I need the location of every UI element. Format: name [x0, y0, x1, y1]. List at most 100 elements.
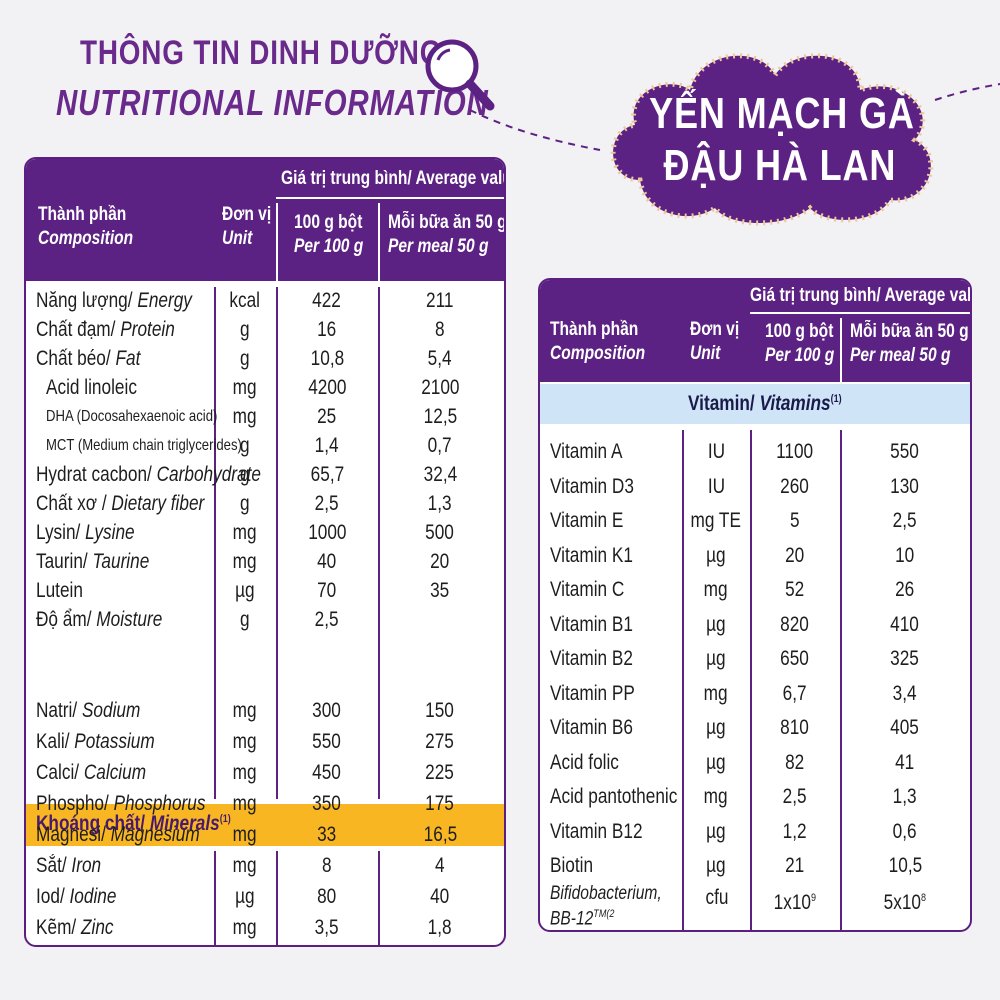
row-per100: 2,5 [315, 608, 339, 631]
row-per-meal: 225 [425, 761, 455, 784]
row-name: DHA (Docosahexaenoic acid) [46, 408, 218, 425]
row-unit: mg TE [690, 509, 742, 532]
row-unit: mg [233, 550, 257, 573]
row-per100: 1100 [776, 440, 814, 463]
column-divider [214, 851, 216, 945]
row-per100: 4200 [307, 376, 347, 399]
row-name: Vitamin PP [550, 681, 635, 705]
column-divider [840, 430, 842, 930]
row-name: Chất béo/ Fat [36, 347, 141, 370]
row-unit: g [240, 434, 250, 457]
row-per100: 3,5 [315, 916, 339, 939]
row-per-meal: 150 [425, 699, 455, 722]
row-per-meal: 1,8 [428, 916, 452, 939]
row-per100: 820 [780, 612, 810, 636]
row-per-meal: 2100 [420, 376, 460, 399]
row-name: Vitamin K1 [550, 543, 633, 567]
row-per100: 2,5 [783, 785, 807, 808]
unit-header: Đơn vị Unit [690, 319, 740, 364]
row-name: Vitamin B2 [550, 647, 633, 670]
header-divider [750, 312, 970, 314]
row-per-meal: 4 [435, 854, 445, 877]
header-col-divider [276, 203, 278, 281]
row-unit: mg [233, 854, 257, 877]
vitamins-section-header: Vitamin/ Vitamins(1) [540, 384, 970, 424]
row-name: Taurin/ Taurine [36, 550, 150, 573]
row-unit: µg [706, 543, 726, 567]
row-per100: 810 [780, 716, 810, 739]
row-name: Iod/ Iodine [36, 885, 117, 908]
unit-header: Đơn vị Unit [222, 204, 272, 249]
row-per100: 1,2 [783, 819, 807, 843]
row-name: Sắt/ Iron [36, 854, 102, 877]
row-per100: 450 [312, 761, 342, 784]
row-per-meal: 211 [426, 289, 454, 312]
row-per-meal: 275 [425, 730, 455, 753]
column-divider [750, 430, 752, 930]
row-per100: 8 [322, 854, 332, 877]
row-unit: cfu [705, 886, 729, 909]
row-unit: g [240, 347, 250, 370]
row-per100: 650 [780, 647, 810, 670]
row-unit: µg [706, 716, 726, 739]
column-divider [276, 287, 278, 799]
row-name: Vitamin B6 [550, 716, 633, 739]
row-per-meal: 40 [430, 885, 450, 908]
row-per100: 6,7 [783, 681, 807, 705]
row-per100: 550 [312, 730, 342, 753]
column-divider [378, 287, 380, 799]
row-name: Calci/ Calcium [36, 761, 147, 784]
per100-header: 100 g bột Per 100 g [765, 321, 835, 366]
row-per100: 82 [785, 750, 805, 774]
row-per-meal: 0,6 [893, 819, 917, 843]
column-divider [214, 287, 216, 799]
product-name: YẾN MẠCH GÀ ĐẬU HÀ LAN [649, 89, 915, 190]
row-name: Năng lượng/ Energy [36, 289, 192, 312]
row-name: Chất xơ / Dietary fiber [36, 492, 205, 515]
row-per-meal: 2,5 [893, 509, 917, 532]
row-per100: 70 [317, 579, 337, 602]
row-unit: µg [706, 647, 726, 670]
row-per100: 2,5 [315, 492, 339, 515]
row-per-meal [378, 608, 502, 632]
row-per-meal: 26 [895, 578, 915, 601]
row-unit: µg [706, 750, 726, 774]
row-name: Vitamin E [550, 509, 624, 532]
row-per-meal: 32,4 [423, 463, 457, 486]
per-meal-header: Mỗi bữa ăn 50 g Per meal 50 g [850, 321, 969, 366]
row-per-meal: 5,4 [428, 347, 452, 370]
row-unit: IU [707, 474, 725, 498]
column-divider [378, 851, 380, 945]
row-name: Phospho/ Phosphorus [36, 792, 206, 815]
row-per-meal: 130 [890, 474, 920, 498]
row-per-meal: 1,3 [428, 492, 452, 515]
row-name: Magnesi/ Magnesium [36, 823, 200, 846]
row-per-meal: 16,5 [423, 823, 457, 846]
row-per100: 40 [317, 550, 337, 573]
per-meal-header: Mỗi bữa ăn 50 g Per meal 50 g [388, 212, 506, 257]
row-unit: µg [706, 854, 726, 877]
row-per100: 1x109 [773, 891, 817, 914]
per100-header: 100 g bột Per 100 g [294, 212, 364, 257]
row-per-meal: 175 [425, 792, 455, 815]
row-unit: g [240, 463, 250, 486]
row-unit: g [240, 318, 250, 341]
row-per-meal: 0,7 [428, 434, 452, 457]
average-value-header: Giá trị trung bình/ Average value [750, 285, 972, 306]
row-per100: 25 [317, 405, 337, 428]
row-unit: mg [233, 376, 257, 399]
row-unit: g [240, 492, 250, 515]
magnifier-icon [425, 39, 495, 111]
row-unit: mg [704, 578, 728, 601]
row-per100: 16 [317, 318, 337, 341]
row-per100: 20 [785, 543, 805, 567]
row-name: Biotin [550, 854, 594, 877]
row-unit: mg [233, 916, 257, 939]
row-per100: 1000 [307, 521, 347, 544]
row-unit: mg [233, 730, 257, 753]
row-name: Vitamin B12 [550, 819, 643, 843]
row-name: Lysin/ Lysine [36, 521, 135, 544]
row-name: Vitamin B1 [550, 612, 633, 636]
header-col-divider [378, 203, 380, 281]
row-unit: mg [233, 405, 257, 428]
